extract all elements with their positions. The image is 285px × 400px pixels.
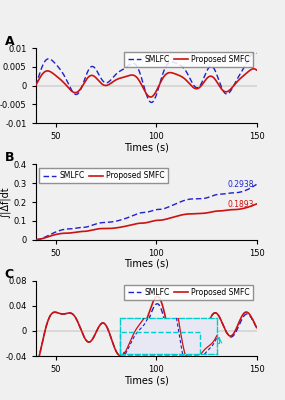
Legend: SMLFC, Proposed SMFC: SMLFC, Proposed SMFC bbox=[125, 285, 253, 300]
X-axis label: Times (s): Times (s) bbox=[124, 142, 168, 152]
X-axis label: Times (s): Times (s) bbox=[124, 376, 168, 386]
Legend: SMLFC, Proposed SMFC: SMLFC, Proposed SMFC bbox=[125, 52, 253, 67]
Text: A: A bbox=[5, 35, 14, 48]
Bar bbox=[120, 332, 200, 355]
Text: B: B bbox=[5, 152, 14, 164]
X-axis label: Times (s): Times (s) bbox=[124, 259, 168, 269]
Text: C: C bbox=[5, 268, 14, 281]
Text: 0.2938: 0.2938 bbox=[228, 180, 255, 189]
Y-axis label: ΔP$_{FRS}$ (p.u.): ΔP$_{FRS}$ (p.u.) bbox=[0, 292, 3, 344]
Y-axis label: ∫|Δf|dt: ∫|Δf|dt bbox=[0, 186, 11, 218]
Legend: SMLFC, Proposed SMFC: SMLFC, Proposed SMFC bbox=[39, 168, 168, 183]
Text: 0.1893: 0.1893 bbox=[228, 200, 255, 208]
